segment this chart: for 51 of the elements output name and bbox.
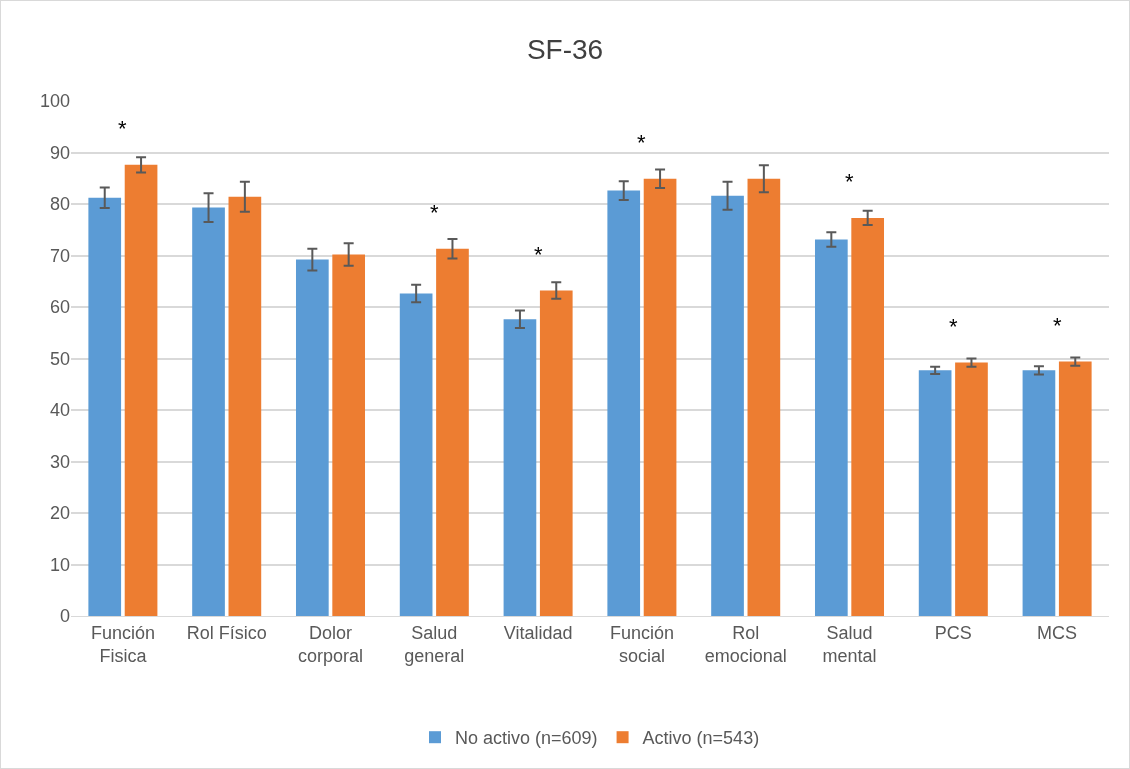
annotation: *	[534, 242, 543, 267]
bar	[955, 362, 988, 616]
y-tick-label: 10	[49, 554, 70, 575]
legend-label: No activo (n=609)	[455, 728, 598, 749]
annotation: *	[949, 314, 958, 339]
x-tick-label: Función Fisica	[90, 622, 155, 666]
x-tick-label: Dolor corporal	[297, 622, 364, 666]
annotation: *	[845, 169, 854, 194]
x-tick-label: Salud general	[404, 622, 465, 666]
bar	[88, 197, 122, 616]
bar	[399, 293, 433, 616]
bar	[918, 370, 952, 616]
y-tick-label: 80	[49, 194, 70, 215]
bar	[503, 319, 537, 616]
y-tick-label: 30	[49, 451, 70, 472]
y-tick-label: 90	[49, 142, 70, 163]
annotation: *	[430, 200, 439, 225]
annotation: *	[1053, 313, 1062, 338]
bar	[1022, 370, 1056, 616]
bar	[643, 178, 677, 616]
y-tick-label: 40	[49, 400, 70, 421]
bar	[607, 190, 641, 616]
chart-title: SF-36	[526, 33, 604, 65]
x-tick-label: Función social	[609, 622, 674, 666]
bar	[711, 195, 744, 616]
y-tick-label: 60	[49, 297, 70, 318]
bar	[747, 178, 781, 616]
bar	[124, 164, 158, 616]
bar	[192, 207, 225, 616]
y-tick-label: 0	[59, 606, 70, 627]
bar	[1058, 361, 1092, 616]
x-tick-label: Vitalidad	[503, 622, 573, 643]
y-tick-label: 50	[49, 348, 70, 369]
x-tick-label: Rol Físico	[186, 622, 267, 643]
x-tick-label: PCS	[934, 622, 972, 643]
bar	[851, 217, 885, 616]
bar	[539, 290, 573, 616]
annotation: *	[118, 116, 127, 141]
bar	[814, 239, 848, 616]
x-tick-label: Rol emocional	[704, 622, 787, 666]
bar	[332, 254, 366, 616]
legend-label: Activo (n=543)	[642, 728, 760, 749]
y-tick-label: 20	[49, 503, 70, 524]
y-tick-label: 100	[39, 91, 70, 112]
bar	[436, 248, 469, 616]
annotation: *	[637, 130, 646, 155]
y-tick-label: 70	[49, 245, 70, 266]
bar	[228, 196, 262, 616]
bar	[295, 259, 329, 616]
x-tick-label: MCS	[1037, 622, 1078, 643]
x-tick-label: Salud mental	[822, 622, 877, 666]
